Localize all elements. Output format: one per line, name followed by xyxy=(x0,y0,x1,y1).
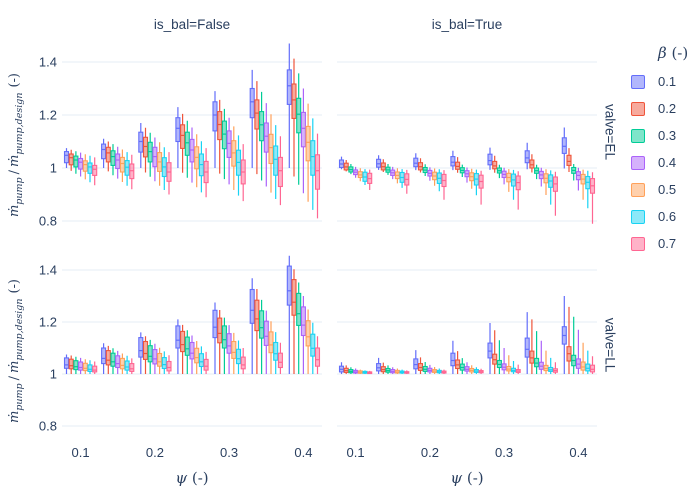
svg-text:1: 1 xyxy=(50,161,57,176)
svg-text:0.4: 0.4 xyxy=(569,445,587,460)
svg-text:1.2: 1.2 xyxy=(39,315,57,330)
svg-text:0.4: 0.4 xyxy=(294,445,312,460)
legend-items: 0.1 0.2 0.3 0.4 0.5 0.6 0.7 xyxy=(626,68,688,257)
facet-valve=EL-is_bal=False xyxy=(63,43,321,219)
svg-text:0.1: 0.1 xyxy=(72,445,90,460)
facet-col-title-false: is_bal=False xyxy=(153,17,231,32)
y-axis-title-bottom: ṁpump/ṁpump,design(-) xyxy=(7,278,25,424)
facet-valve=LL-is_bal=False xyxy=(63,255,321,374)
legend-item-label: 0.2 xyxy=(658,101,677,116)
legend-item-label: 0.4 xyxy=(658,155,677,170)
svg-text:0.1: 0.1 xyxy=(347,445,365,460)
x-axis-title-right: ψ (-) xyxy=(450,469,484,487)
legend-item-0.3[interactable]: 0.3 xyxy=(626,122,688,149)
legend-swatch-icon xyxy=(631,155,645,170)
facet-valve=EL-is_bal=True xyxy=(338,127,596,224)
legend-item-label: 0.3 xyxy=(658,128,677,143)
svg-text:0.3: 0.3 xyxy=(220,445,238,460)
legend-item-0.7[interactable]: 0.7 xyxy=(626,230,688,257)
svg-text:0.2: 0.2 xyxy=(146,445,164,460)
svg-text:0.3: 0.3 xyxy=(495,445,513,460)
legend-item-0.6[interactable]: 0.6 xyxy=(626,203,688,230)
svg-text:1.2: 1.2 xyxy=(39,108,57,123)
legend-swatch-icon xyxy=(631,128,645,143)
facet-col-title-true: is_bal=True xyxy=(431,17,503,32)
svg-text:1.4: 1.4 xyxy=(39,55,57,70)
legend-swatch-icon xyxy=(631,74,645,89)
y-axis-title-top: ṁpump/ṁpump,design(-) xyxy=(7,72,25,218)
svg-text:0.8: 0.8 xyxy=(39,419,57,434)
facet-valve=LL-is_bal=True xyxy=(338,296,596,375)
legend-swatch-icon xyxy=(631,209,645,224)
legend-item-label: 0.5 xyxy=(658,182,677,197)
svg-text:1.4: 1.4 xyxy=(39,263,57,278)
legend: β (-) 0.1 0.2 0.3 0.4 0.5 0.6 0.7 xyxy=(626,44,688,257)
facet-row-label-el: valve=EL xyxy=(602,104,618,160)
x-axis-title-left: ψ (-) xyxy=(175,469,209,487)
legend-swatch-icon xyxy=(631,101,645,116)
legend-item-0.1[interactable]: 0.1 xyxy=(626,68,688,95)
legend-item-label: 0.6 xyxy=(658,209,677,224)
legend-item-label: 0.7 xyxy=(658,236,677,251)
facet-row-label-ll: valve=LL xyxy=(602,317,618,373)
legend-item-0.4[interactable]: 0.4 xyxy=(626,149,688,176)
legend-item-0.2[interactable]: 0.2 xyxy=(626,95,688,122)
svg-text:0.8: 0.8 xyxy=(39,214,57,229)
legend-swatch-icon xyxy=(631,182,645,197)
svg-text:0.2: 0.2 xyxy=(421,445,439,460)
legend-swatch-icon xyxy=(631,236,645,251)
svg-text:1: 1 xyxy=(50,367,57,382)
legend-title: β (-) xyxy=(658,44,689,62)
legend-item-0.5[interactable]: 0.5 xyxy=(626,176,688,203)
legend-item-label: 0.1 xyxy=(658,74,677,89)
